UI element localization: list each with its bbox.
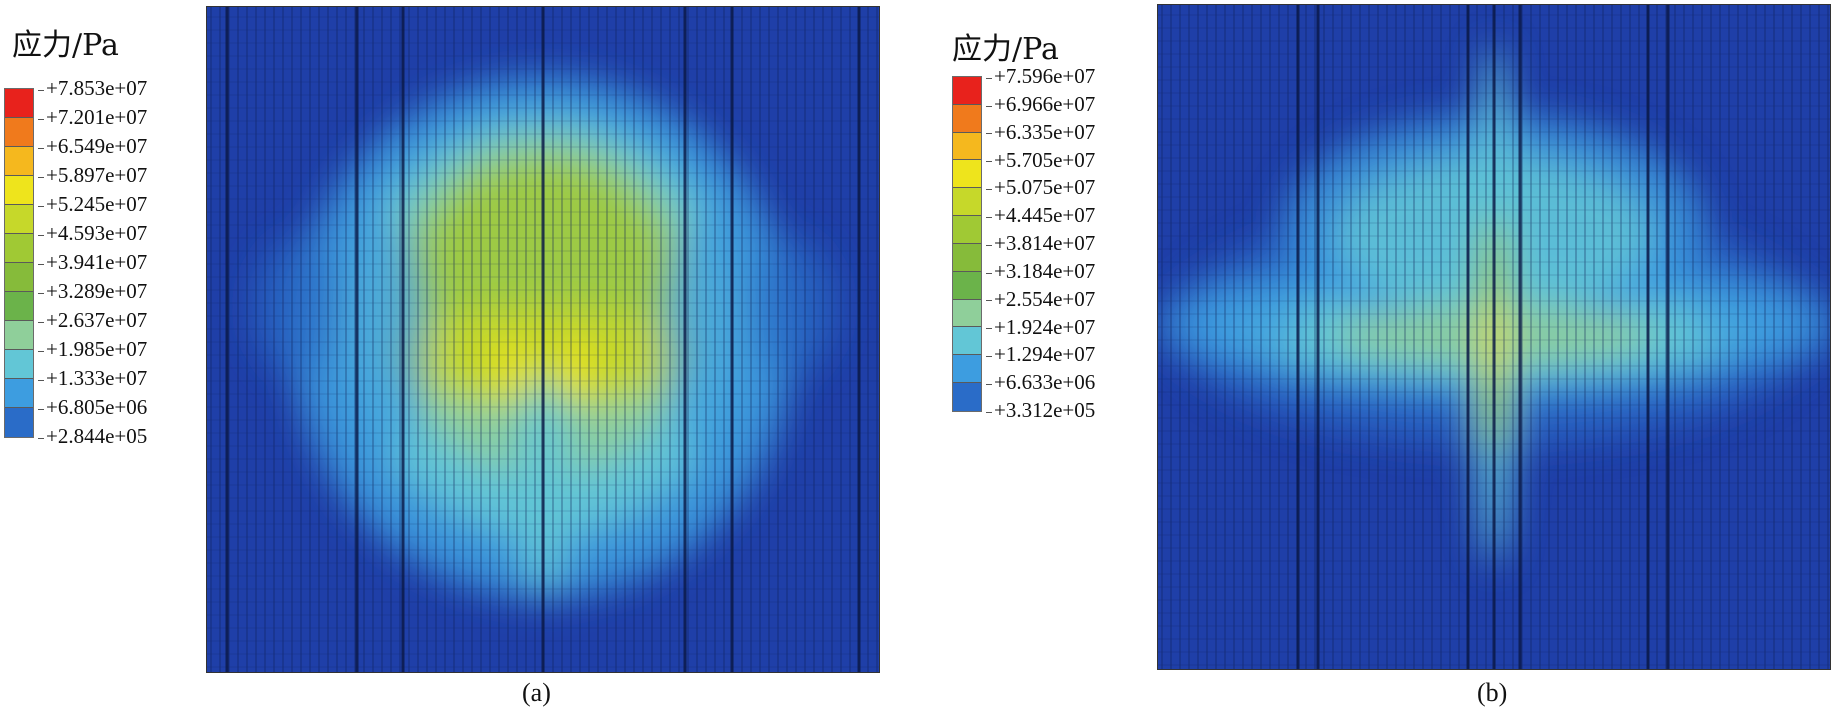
- legend-tick-label: +3.941e+07: [38, 252, 147, 273]
- legend-tick-label: +4.445e+07: [986, 205, 1095, 226]
- legend-tick-label: +1.294e+07: [986, 344, 1095, 365]
- legend-tick-label: +2.844e+05: [38, 426, 147, 447]
- legend-swatch: [5, 408, 33, 437]
- legend-tick-label: +5.705e+07: [986, 149, 1095, 171]
- legend-tick-label: +7.853e+07: [38, 78, 147, 99]
- legend-tick-label: +7.596e+07: [986, 66, 1095, 87]
- legend-swatch: [953, 327, 981, 356]
- legend-swatch: [953, 271, 981, 300]
- plot-b-stress-region: [1158, 285, 1298, 365]
- legend-swatch: [5, 89, 33, 118]
- legend-colorbar-b: [952, 76, 982, 412]
- plot-a-stress-region: [662, 217, 742, 457]
- legend-tick-label: +2.554e+07: [986, 288, 1095, 310]
- legend-swatch: [5, 263, 33, 292]
- caption-a: (a): [522, 678, 551, 707]
- legend-swatch: [953, 383, 981, 411]
- legend-title-b: 应力/Pa: [952, 32, 1059, 67]
- legend-swatch: [953, 160, 981, 189]
- stress-contour-plot-a: [206, 6, 880, 673]
- legend-swatch: [5, 176, 33, 205]
- plot-b-stress-region: [1698, 285, 1830, 365]
- legend-tick-label: +3.312e+05: [986, 400, 1095, 421]
- legend-tick-label: +7.201e+07: [38, 107, 147, 128]
- legend-tick-label: +3.814e+07: [986, 233, 1095, 254]
- plot-a-stress-region: [559, 337, 595, 397]
- legend-swatch: [5, 205, 33, 234]
- legend-tick-label: +6.805e+06: [38, 397, 147, 418]
- legend-swatch: [953, 77, 981, 105]
- plot-b-structural-lines: [1296, 5, 1670, 669]
- legend-swatch: [953, 355, 981, 384]
- plot-a-stress-region: [494, 337, 530, 397]
- legend-swatch: [5, 350, 33, 379]
- legend-tick-label: +6.633e+06: [986, 372, 1095, 393]
- plot-a-structural-lines: [225, 7, 861, 672]
- legend-swatch: [953, 188, 981, 217]
- legend-tick-label: +2.637e+07: [38, 310, 147, 331]
- legend-tick-label: +3.289e+07: [38, 281, 147, 302]
- legend-tick-label: +3.184e+07: [986, 260, 1095, 282]
- legend-swatch: [5, 292, 33, 321]
- caption-b: (b): [1477, 678, 1508, 707]
- legend-tick-label: +1.333e+07: [38, 368, 147, 389]
- legend-tick-label: +1.924e+07: [986, 316, 1095, 338]
- legend-tick-label: +6.966e+07: [986, 93, 1095, 115]
- legend-swatch: [5, 118, 33, 147]
- legend-tick-label: +6.335e+07: [986, 121, 1095, 143]
- legend-swatch: [953, 299, 981, 328]
- legend-tick-label: +1.985e+07: [38, 339, 147, 360]
- legend-tick-label: +5.075e+07: [986, 177, 1095, 198]
- plot-b-contour-svg: [1158, 5, 1830, 669]
- legend-swatch: [953, 104, 981, 133]
- legend-swatch: [953, 216, 981, 244]
- legend-colorbar-a: [4, 88, 34, 438]
- plot-a-contour-svg: [207, 7, 879, 672]
- legend-swatch: [953, 243, 981, 272]
- legend-swatch: [5, 147, 33, 176]
- legend-swatch: [5, 379, 33, 408]
- plot-a-stress-region: [347, 217, 427, 457]
- legend-tick-label: +6.549e+07: [38, 136, 147, 157]
- legend-title-a: 应力/Pa: [12, 28, 119, 63]
- legend-tick-label: +4.593e+07: [38, 223, 147, 244]
- legend-swatch: [5, 321, 33, 350]
- stress-contour-plot-b: [1157, 4, 1831, 670]
- legend-swatch: [953, 132, 981, 161]
- legend-tick-label: +5.897e+07: [38, 165, 147, 186]
- legend-swatch: [5, 234, 33, 263]
- legend-tick-label: +5.245e+07: [38, 194, 147, 215]
